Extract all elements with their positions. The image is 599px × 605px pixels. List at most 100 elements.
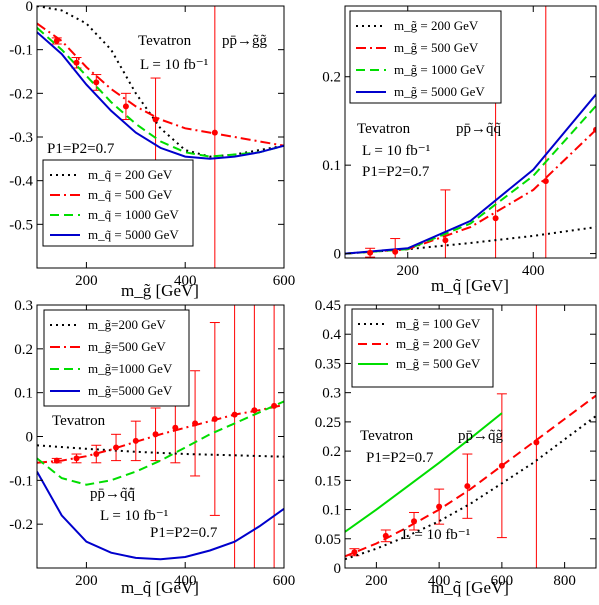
p3-y-tick-label: 0.4: [322, 327, 341, 343]
p1-series-line-2: [345, 105, 596, 255]
p0-data-point: [122, 103, 129, 110]
p3-data-point: [533, 439, 540, 446]
p2-x-tick-label: 400: [174, 573, 197, 589]
p1-points: [367, 126, 596, 256]
p0-y-tick-label: -0.3: [9, 130, 33, 146]
p3-data-point: [351, 549, 358, 556]
p3-series-line-2: [345, 412, 503, 533]
p3-legend-label-0: m_g̃ = 100 GeV: [396, 316, 481, 331]
p1-data-point: [442, 237, 449, 244]
panel-squark-antisquark: 200 400 600 -0.2 -0.1 0 0.1 0.2 0.3 Tevatron pp̄…: [9, 298, 295, 597]
p0-annotation-process: pp̄→g̃g̃: [222, 33, 268, 49]
p1-series-line-0: [345, 226, 596, 255]
p2-data-point: [73, 455, 80, 462]
p3-legend-label-1: m_g̃ = 200 GeV: [396, 336, 481, 351]
p1-y-tick-label: 0.1: [322, 158, 341, 174]
p0-x-axis-label: m_g̃ [GeV]: [121, 281, 199, 300]
p3-data-point: [382, 532, 389, 539]
p0-data-point: [152, 116, 159, 123]
p2-legend-label-3: m_g̃=5000 GeV: [88, 383, 173, 398]
p0-data-point: [73, 59, 80, 66]
p1-data-point: [593, 126, 596, 133]
p3-series-line-1: [345, 394, 596, 558]
p3-x-tick-label: 400: [428, 573, 451, 589]
p2-annotation-process: pp̄→q̃q̃̄: [90, 486, 136, 502]
p2-data-point: [271, 402, 278, 409]
p3-legend-label-2: m_g̃ = 500 GeV: [396, 356, 481, 371]
p1-series-line-3: [345, 93, 596, 255]
p0-series-line-2: [37, 27, 284, 158]
p0-annotation-tevatron: Tevatron: [138, 33, 192, 49]
p3-data-point: [464, 483, 471, 490]
p0-y-tick-label: 0: [26, 0, 34, 15]
p2-y-tick-label: -0.2: [9, 517, 33, 533]
p3-x-axis-label: m_q̃ [GeV]: [431, 578, 509, 597]
p0-y-tick-label: -0.1: [9, 43, 33, 59]
p0-legend-label-3: m_q̃ = 5000 GeV: [88, 227, 179, 242]
p1-x-axis-label: m_q̃ [GeV]: [431, 276, 509, 295]
p2-data-point: [251, 407, 258, 414]
p2-x-tick-label: 200: [75, 573, 98, 589]
p1-data-point: [392, 248, 399, 255]
p1-legend-label-0: m_g̃ = 200 GeV: [394, 18, 479, 33]
p3-data-point: [498, 462, 505, 469]
p1-annotation-process: pp̄→q̃q̃: [456, 121, 502, 137]
p3-annotation-polarization: P1=P2=0.7: [366, 450, 434, 466]
p1-annotation-lumi: L = 10 fb⁻¹: [362, 143, 430, 159]
p2-data-point: [211, 415, 218, 422]
p3-y-tick-label: 0.3: [322, 386, 341, 402]
p0-legend-label-1: m_q̃ = 500 GeV: [88, 187, 173, 202]
p3-legend-box: [351, 308, 494, 388]
panel-gluino-pair: 200 400 600-0.5-0.4-0.3-0.2-0.10 Tevatron …: [9, 0, 295, 300]
p3-x-tick-label: 800: [553, 573, 576, 589]
p2-legend: m_g̃=200 GeV m_g̃=500 GeV m_g̃=1000 GeV m_g…: [50, 317, 173, 398]
p2-legend-label-1: m_g̃=500 GeV: [88, 339, 166, 354]
p3-legend: m_g̃ = 100 GeV m_g̃ = 200 GeV m_g̃ = 500 G…: [358, 316, 481, 371]
p1-legend-label-2: m_g̃ = 1000 GeV: [394, 62, 485, 77]
p0-ticks: 200 400 600 -0.5 -0.4 -0.3 -0.2 -0.1 0: [9, 0, 295, 289]
p1-ticks: 200 400 0 0.1 0.2: [322, 6, 596, 279]
p3-annotation-process: pp̄→q̃g̃: [458, 428, 504, 444]
p2-ticks: 200 400 600 -0.2 -0.1 0 0.1 0.2 0.3: [9, 298, 295, 589]
p2-data-point: [53, 457, 60, 464]
p3-x-tick-label: 200: [365, 573, 388, 589]
p3-y-tick-label: 0.15: [315, 473, 341, 489]
p3-y-tick-label: 0.35: [315, 356, 341, 372]
p3-y-tick-label: 0.1: [322, 503, 341, 519]
p1-legend-label-3: m_g̃ = 5000 GeV: [394, 84, 485, 99]
p0-x-tick-label: 600: [273, 273, 296, 289]
p1-annotation-tevatron: Tevatron: [357, 121, 411, 137]
p2-data-point: [152, 431, 159, 438]
p1-x-tick-label: 400: [522, 263, 545, 279]
p1-series: [345, 93, 596, 255]
p0-annotation-lumi: L = 10 fb⁻¹: [140, 57, 208, 73]
p3-series: [345, 394, 596, 561]
p1-data-point: [542, 178, 549, 185]
p3-annotation-tevatron: Tevatron: [360, 428, 414, 444]
p1-annotation-polarization: P1=P2=0.7: [362, 164, 430, 180]
p0-series-line-3: [37, 31, 284, 160]
p1-x-tick-label: 200: [397, 263, 420, 279]
p2-data-point: [172, 424, 179, 431]
p2-points: [53, 402, 278, 464]
p2-x-axis-label: m_q̃ [GeV]: [121, 578, 199, 597]
p3-x-tick-label: 600: [491, 573, 514, 589]
p0-data-point: [211, 129, 218, 136]
p2-y-tick-label: 0: [26, 430, 34, 446]
p0-y-tick-label: -0.5: [9, 217, 33, 233]
p3-y-tick-label: 0: [334, 561, 342, 577]
p0-x-tick-label: 200: [75, 273, 98, 289]
p2-series-line-3: [37, 471, 284, 561]
p2-annotation-polarization: P1=P2=0.7: [150, 525, 218, 541]
p2-data-point: [231, 411, 238, 418]
p2-annotation-lumi: L = 10 fb⁻¹: [100, 508, 168, 524]
p3-y-tick-label: 0.05: [315, 532, 341, 548]
p2-y-tick-label: 0.2: [14, 342, 33, 358]
p0-x-tick-label: 400: [174, 273, 197, 289]
p2-annotation-tevatron: Tevatron: [52, 413, 106, 429]
p0-series-line-1: [37, 22, 284, 147]
p0-y-tick-label: -0.2: [9, 86, 33, 102]
p0-legend: m_q̃ = 200 GeV m_q̃ = 500 GeV m_q̃ = 1000 …: [50, 167, 179, 242]
p1-data-point: [492, 215, 499, 222]
